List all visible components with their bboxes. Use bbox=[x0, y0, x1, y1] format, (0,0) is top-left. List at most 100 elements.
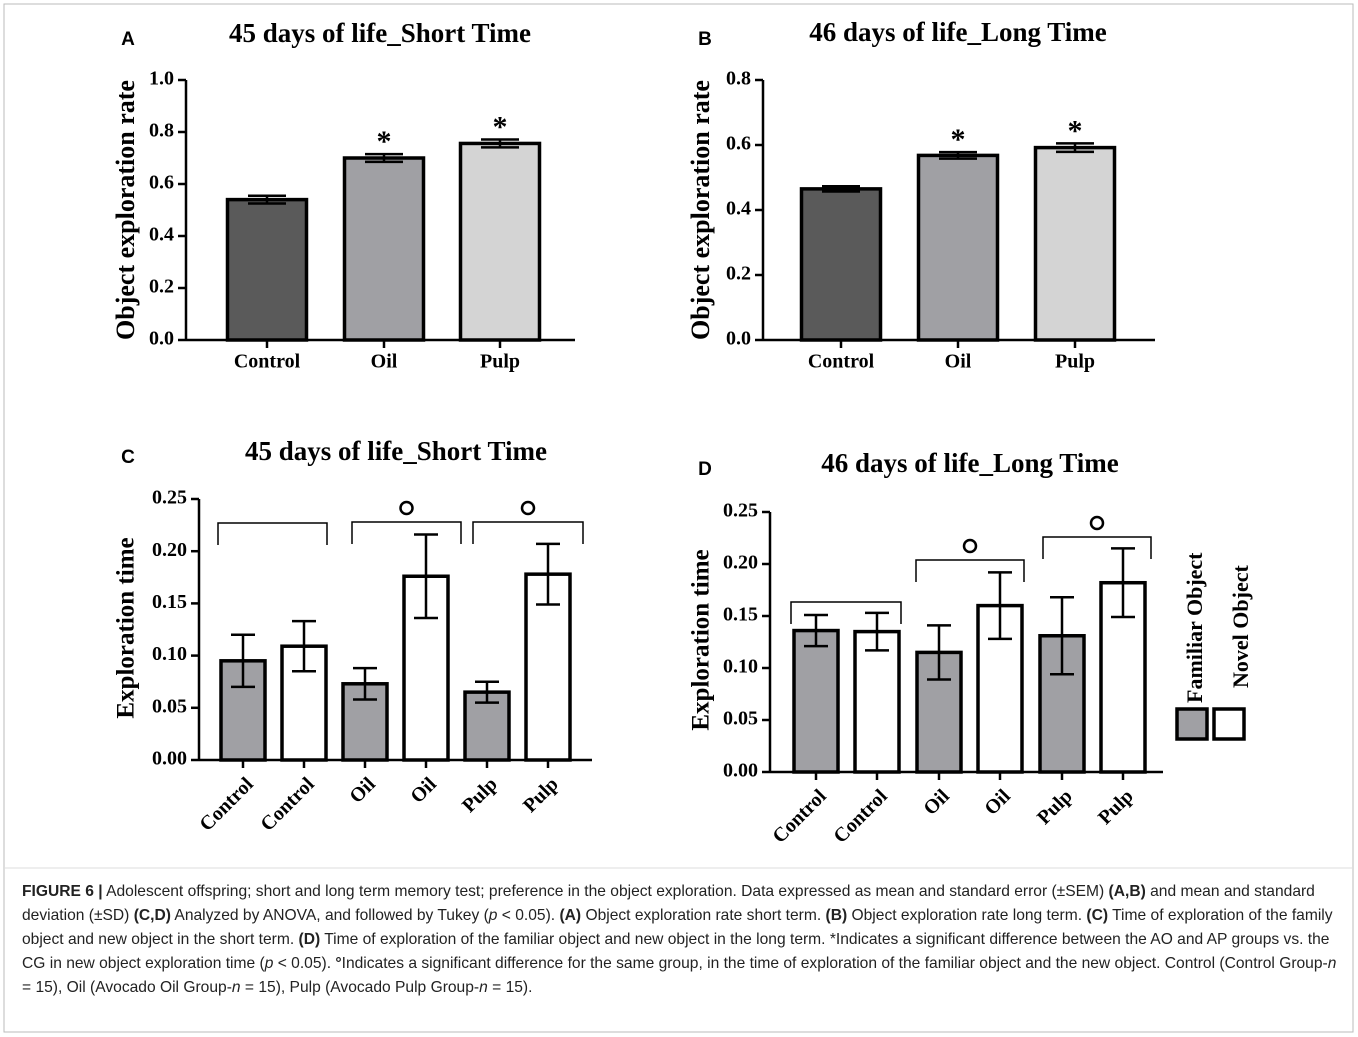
y-tick-label: 0.00 bbox=[723, 760, 758, 782]
significance-mark: * bbox=[951, 123, 966, 156]
bracket bbox=[217, 522, 328, 545]
bar bbox=[853, 629, 901, 774]
x-tick-label: Pulp bbox=[480, 351, 520, 373]
bar bbox=[458, 141, 542, 342]
y-axis-label: Object exploration rate bbox=[111, 80, 140, 340]
panel-letter: A bbox=[121, 29, 135, 50]
x-tick-label: Oil bbox=[406, 773, 441, 808]
legend-label: Novel Object bbox=[1228, 565, 1253, 688]
bracket-mark bbox=[520, 500, 536, 516]
caption-run: (D) bbox=[298, 931, 321, 948]
chart-title: 46 days of life_Long Time bbox=[809, 17, 1107, 47]
caption-run: < 0.05). bbox=[273, 955, 336, 972]
caption-run: Object exploration rate short term. bbox=[581, 907, 826, 924]
y-tick-label: 0.8 bbox=[726, 68, 751, 90]
bar bbox=[799, 187, 883, 342]
significance-mark: * bbox=[377, 125, 392, 158]
x-tick-label: Control bbox=[256, 773, 319, 836]
x-tick-label: Control bbox=[768, 785, 831, 848]
chart-title: 46 days of life_Long Time bbox=[821, 448, 1119, 478]
x-tick-label: Oil bbox=[371, 351, 398, 373]
significance-mark: * bbox=[1068, 114, 1083, 147]
caption-run: p bbox=[264, 955, 274, 972]
y-tick-label: 0.2 bbox=[149, 276, 174, 298]
caption-run: = 15). bbox=[487, 979, 533, 996]
x-tick-label: Oil bbox=[980, 785, 1015, 820]
bracket bbox=[472, 521, 584, 544]
bar bbox=[792, 628, 840, 774]
panel-letter: C bbox=[121, 447, 135, 468]
frame bbox=[3, 3, 1354, 1033]
bracket bbox=[915, 559, 1025, 582]
x-tick-label: Control bbox=[195, 773, 258, 836]
caption-run: (C,D) bbox=[133, 907, 171, 924]
panel-letter: B bbox=[698, 29, 712, 50]
y-tick-label: 0.20 bbox=[723, 552, 758, 574]
caption-run: Object exploration rate long term. bbox=[847, 907, 1087, 924]
caption-run: = 15), Pulp (Avocado Pulp Group- bbox=[240, 979, 480, 996]
x-tick-label: Pulp bbox=[1094, 785, 1138, 829]
y-tick-label: 0.00 bbox=[152, 748, 187, 770]
legend-swatch bbox=[1175, 707, 1209, 741]
y-tick-label: 0.05 bbox=[152, 695, 187, 717]
panel-letter: D bbox=[698, 459, 712, 480]
x-tick-label: Pulp bbox=[519, 773, 563, 817]
legend-swatch bbox=[1212, 707, 1246, 741]
caption-run: (B) bbox=[825, 907, 848, 924]
y-tick-label: 0.0 bbox=[149, 328, 174, 350]
x-tick-label: Oil bbox=[945, 351, 972, 373]
y-axis-label: Object exploration rate bbox=[686, 80, 715, 340]
caption-run: p bbox=[488, 907, 498, 924]
y-tick-label: 0.20 bbox=[152, 539, 187, 561]
x-tick-label: Control bbox=[234, 351, 301, 373]
caption-run: n bbox=[479, 979, 488, 996]
caption-run: (A,B) bbox=[1108, 883, 1146, 900]
y-tick-label: 0.10 bbox=[723, 656, 758, 678]
caption-run: n bbox=[1327, 955, 1337, 972]
bar bbox=[916, 153, 1000, 342]
legend-label: Familiar Object bbox=[1182, 552, 1207, 703]
y-tick-label: 0.4 bbox=[149, 224, 174, 246]
caption-run: ° bbox=[335, 955, 342, 972]
caption-run: Analyzed by ANOVA, and followed by Tukey… bbox=[170, 907, 489, 924]
caption-run: Indicates a significant difference for t… bbox=[341, 955, 1328, 972]
caption-run: and mean and standard deviation (±SD) bbox=[22, 883, 1315, 924]
y-tick-label: 0.6 bbox=[149, 172, 174, 194]
y-axis-label: Exploration time bbox=[688, 549, 715, 730]
y-tick-label: 0.6 bbox=[726, 133, 751, 155]
chart-title: 45 days of life_Short Time bbox=[229, 18, 531, 48]
y-tick-label: 0.8 bbox=[149, 120, 174, 142]
bar bbox=[225, 197, 309, 342]
y-tick-label: 0.15 bbox=[723, 604, 758, 626]
y-tick-label: 0.15 bbox=[152, 591, 187, 613]
x-tick-label: Pulp bbox=[1055, 351, 1095, 373]
y-axis-label: Exploration time bbox=[113, 537, 140, 718]
caption-run: (A) bbox=[559, 907, 582, 924]
bracket-mark bbox=[399, 500, 414, 516]
y-tick-label: 0.25 bbox=[152, 487, 187, 509]
y-tick-label: 0.25 bbox=[723, 500, 758, 522]
x-tick-label: Pulp bbox=[1033, 785, 1077, 829]
y-tick-label: 0.05 bbox=[723, 708, 758, 730]
y-tick-label: 0.10 bbox=[152, 643, 187, 665]
caption-run: FIGURE 6 | bbox=[22, 883, 103, 900]
bracket bbox=[351, 521, 462, 544]
caption-run: n bbox=[231, 979, 241, 996]
caption: FIGURE 6 | Adolescent offspring; short a… bbox=[22, 880, 1340, 1000]
caption-run: < 0.05). bbox=[497, 907, 560, 924]
caption-run: = 15), Oil (Avocado Oil Group- bbox=[22, 979, 232, 996]
bar bbox=[1033, 145, 1117, 342]
bracket-mark bbox=[962, 538, 978, 554]
x-tick-label: Control bbox=[808, 351, 875, 373]
bracket bbox=[1042, 536, 1152, 559]
x-tick-label: Oil bbox=[919, 785, 954, 820]
y-tick-label: 0.2 bbox=[726, 263, 751, 285]
caption-run: Adolescent offspring; short and long ter… bbox=[102, 883, 1109, 900]
caption-run: Time of exploration of the family object… bbox=[22, 907, 1333, 948]
x-tick-label: Control bbox=[829, 785, 892, 848]
y-tick-label: 1.0 bbox=[149, 68, 174, 90]
significance-mark: * bbox=[493, 110, 508, 143]
bracket bbox=[790, 601, 902, 624]
